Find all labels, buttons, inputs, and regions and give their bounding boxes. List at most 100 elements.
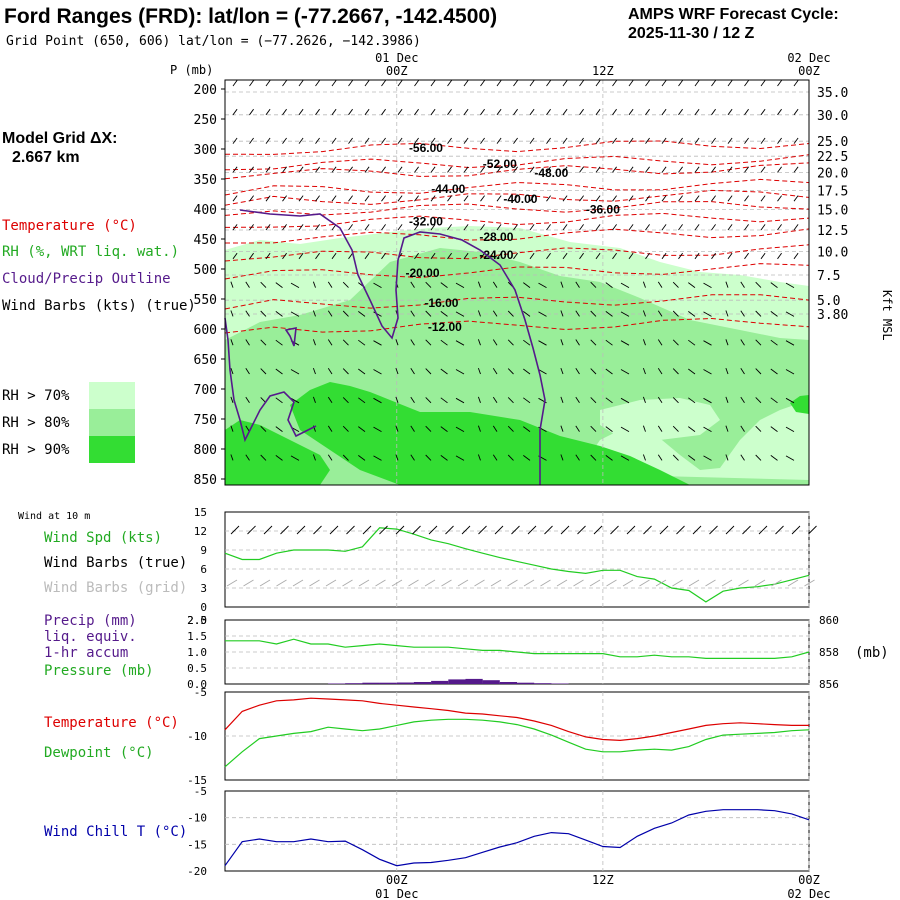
xsec-wind-barb-343 — [688, 339, 696, 346]
xsec-wind-barb-402 — [507, 397, 514, 404]
xsec-wind-barb-137 — [760, 166, 766, 173]
xsec-wind-barb-350 — [230, 367, 234, 375]
top-time-label-0: 00Z — [386, 64, 408, 78]
xsec-wind-barb-446 — [657, 425, 663, 432]
xsec-wind-barb-144 — [298, 195, 304, 202]
wind-barb-grid-6 — [325, 579, 337, 587]
cycle-label: AMPS WRF Forecast Cycle: — [628, 6, 839, 23]
wind-barb-true-3 — [280, 525, 289, 535]
xsec-wind-barb-185 — [397, 224, 403, 231]
bottom-date-label-0: 01 Dec — [375, 887, 418, 900]
xsec-wind-barb-316 — [245, 339, 250, 346]
panel-3-right-label-2: 856 — [819, 678, 839, 691]
xsec-wind-barb-263 — [523, 282, 531, 288]
xsec-wind-barb-184 — [381, 224, 386, 231]
xsec-wind-barb-428 — [358, 426, 366, 432]
height-tick-label-3: 22.5 — [817, 150, 848, 165]
xsec-wind-barb-286 — [327, 310, 333, 317]
xsec-wind-barb-238 — [694, 252, 700, 260]
xsec-wind-barb-393 — [358, 397, 366, 404]
xsec-wind-barb-198 — [612, 224, 617, 231]
xsec-wind-barb-237 — [678, 252, 683, 260]
height-tick-label-8: 10.0 — [817, 246, 848, 261]
wind-barb-grid-34 — [787, 579, 799, 587]
xsec-wind-barb-436 — [492, 425, 498, 432]
xsec-wind-barb-351 — [245, 368, 250, 375]
xsec-wind-barb-366 — [492, 368, 498, 375]
xsec-wind-barb-438 — [523, 426, 531, 432]
panel-5-tick-label-3: -5 — [194, 785, 207, 798]
xsec-wind-barb-167 — [678, 195, 683, 202]
precip-bar-1 — [345, 683, 363, 684]
xsec-wind-barb-357 — [342, 368, 349, 375]
xsec-wind-barb-93 — [612, 137, 617, 144]
pressure-tick-label-4: 400 — [194, 203, 217, 218]
xsec-wind-barb-196 — [579, 224, 584, 231]
xsec-wind-barb-288 — [358, 311, 366, 317]
xsec-wind-barb-176 — [249, 224, 254, 231]
panel-3-series-0 — [225, 638, 810, 659]
xsec-wind-barb-477 — [590, 454, 597, 461]
label-wind-barbs-true: Wind Barbs (true) — [44, 555, 187, 571]
xsec-wind-barb-216 — [331, 252, 337, 260]
xsec-wind-barb-135 — [727, 166, 733, 173]
xsec-wind-barb-106 — [249, 166, 254, 173]
xsec-wind-barb-254 — [373, 282, 382, 288]
xsec-wind-barb-126 — [579, 166, 584, 173]
xsec-wind-barb-312 — [755, 310, 762, 317]
xsec-wind-barb-422 — [260, 425, 267, 432]
xsec-wind-barb-376 — [657, 368, 663, 375]
bottom-time-label-1: 12Z — [592, 873, 614, 887]
temperature-label-9: -20.00 — [406, 266, 440, 280]
xsec-wind-barb-146 — [331, 195, 337, 202]
xsec-wind-barb-374 — [620, 369, 630, 375]
xsec-frame — [224, 79, 810, 486]
xsec-wind-barb-475 — [560, 454, 564, 461]
xsec-wind-barb-40 — [315, 108, 320, 116]
pressure-tick-label-2: 300 — [194, 143, 217, 158]
wind-barb-grid-26 — [655, 579, 667, 587]
xsec-wind-barb-297 — [507, 310, 514, 317]
pressure-units: (mb) — [855, 645, 889, 661]
xsec-wind-barb-110 — [315, 166, 320, 173]
wind-barb-grid-17 — [507, 579, 518, 587]
panel-3-tick-label-1: 0.5 — [187, 662, 207, 675]
wind-barb-grid-3 — [276, 579, 287, 587]
xsec-wind-barb-310 — [725, 310, 729, 317]
temperature-label-4: -40.00 — [503, 192, 537, 206]
wind-barb-true-19 — [544, 525, 553, 535]
rh-90-region-right — [790, 395, 809, 414]
wind-barb-true-30 — [725, 525, 735, 535]
xsec-wind-barb-242 — [760, 252, 766, 260]
cloud-precip-outline — [239, 209, 546, 485]
xsec-wind-barb-133 — [694, 166, 700, 173]
xsec-wind-barb-459 — [290, 455, 300, 461]
xsec-wind-barb-43 — [364, 108, 370, 116]
wind-barb-grid-2 — [259, 579, 271, 587]
panel-4-tick-label-2: -5 — [194, 686, 207, 699]
xsec-wind-barb-234 — [628, 252, 634, 260]
xsec-wind-barb-412 — [672, 397, 679, 404]
height-tick-label-2: 25.0 — [817, 135, 848, 150]
xsec-wind-barb-132 — [678, 166, 683, 173]
xsec-wind-barb-35 — [232, 108, 238, 116]
xsec-wind-barb-391 — [327, 396, 333, 404]
xsec-wind-barb-367 — [507, 368, 514, 375]
xsec-wind-barb-437 — [507, 425, 514, 432]
xsec-wind-barb-480 — [642, 454, 646, 461]
xsec-wind-barb-413 — [688, 397, 696, 404]
wind-barb-true-0 — [230, 525, 240, 535]
xsec-wind-barb-123 — [529, 166, 535, 173]
xsec-wind-barb-76 — [331, 137, 337, 144]
wind-barb-grid-25 — [639, 579, 650, 587]
xsec-wind-barb-458 — [275, 455, 283, 461]
xsec-wind-barb-447 — [672, 425, 679, 432]
xsec-wind-barb-136 — [744, 166, 749, 173]
temperature-label-3: -44.00 — [431, 182, 465, 196]
wind-barb-true-12 — [428, 525, 438, 535]
xsec-wind-barb-259 — [455, 282, 465, 288]
xsec-wind-barb-299 — [538, 311, 547, 317]
wind-barb-grid-30 — [721, 579, 733, 587]
xsec-wind-barb-369 — [538, 369, 547, 375]
xsec-wind-barb-331 — [492, 339, 498, 346]
